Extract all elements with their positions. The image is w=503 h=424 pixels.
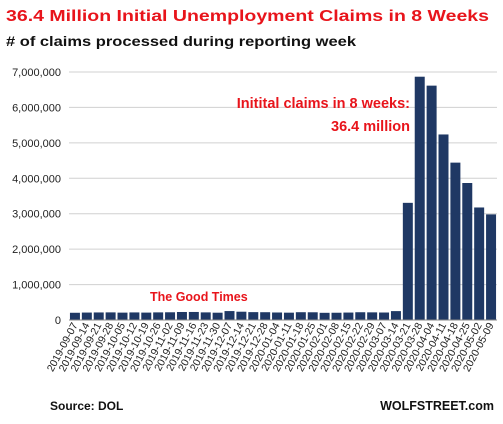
bar <box>153 312 164 320</box>
bar <box>176 311 187 320</box>
bar <box>93 312 104 320</box>
annotation-good-times: The Good Times <box>150 290 248 304</box>
y-tick-label: 7,000,000 <box>12 67 61 79</box>
annotation-peak-line1: Initital claims in 8 weeks: <box>237 96 410 112</box>
y-tick-label: 1,000,000 <box>12 280 61 292</box>
bar <box>295 312 306 320</box>
bars <box>69 76 497 321</box>
y-tick-label: 3,000,000 <box>12 209 61 221</box>
bar <box>450 162 461 320</box>
annotation-peak-line2: 36.4 million <box>331 119 410 135</box>
source-label: Source: DOL <box>50 399 123 413</box>
y-tick-label: 2,000,000 <box>12 244 61 256</box>
bar <box>283 312 294 320</box>
bar <box>367 312 378 320</box>
y-tick-label: 4,000,000 <box>12 173 61 185</box>
chart-subtitle: # of claims processed during reporting w… <box>6 33 356 49</box>
bar <box>379 312 390 320</box>
bar <box>462 183 473 320</box>
x-axis: 2019-09-072019-09-142019-09-212019-09-28… <box>45 321 497 374</box>
y-tick-label: 5,000,000 <box>12 138 61 150</box>
bar <box>474 207 485 320</box>
bar <box>141 312 152 320</box>
bar <box>438 134 449 320</box>
bar <box>272 312 283 320</box>
y-tick-label: 0 <box>55 315 61 327</box>
bar <box>319 312 330 320</box>
y-axis: 0 1,000,000 2,000,000 3,000,000 4,000,000 5,0… <box>12 67 61 327</box>
bar <box>105 312 116 320</box>
y-tick-label: 6,000,000 <box>12 102 61 114</box>
bar <box>414 76 425 321</box>
bar <box>81 312 92 320</box>
bar <box>343 312 354 320</box>
bar <box>212 312 223 320</box>
bar <box>307 312 318 320</box>
credit-label: WOLFSTREET.com <box>380 399 494 413</box>
bar <box>188 311 199 320</box>
bar <box>355 312 366 320</box>
bar <box>390 311 401 320</box>
bar <box>260 312 271 320</box>
bar <box>486 214 497 320</box>
bar <box>117 312 128 320</box>
bar <box>69 312 80 320</box>
bar <box>129 312 140 320</box>
bar <box>165 312 176 320</box>
bar <box>236 311 247 320</box>
chart-title: 36.4 Million Initial Unemployment Claims… <box>6 8 489 25</box>
bar <box>331 312 342 320</box>
bar <box>224 311 235 320</box>
bar <box>402 202 413 320</box>
bar <box>248 312 259 320</box>
bar <box>426 85 437 320</box>
gridlines <box>69 71 497 286</box>
bar <box>200 312 211 320</box>
